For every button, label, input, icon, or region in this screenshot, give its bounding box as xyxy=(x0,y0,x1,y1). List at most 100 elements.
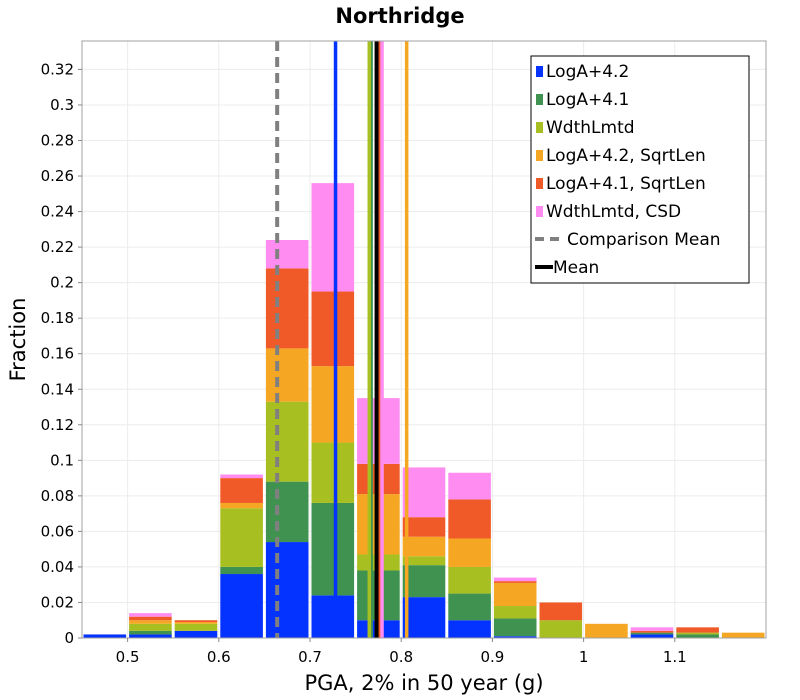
bar-segment xyxy=(493,577,537,582)
bar-segment xyxy=(311,366,355,443)
x-tick-label: 1 xyxy=(579,648,589,666)
bar-segment xyxy=(448,472,491,500)
bar-segment xyxy=(402,536,446,557)
legend-label: Comparison Mean xyxy=(567,230,721,250)
y-tick-label: 0.06 xyxy=(41,522,74,540)
legend-swatch xyxy=(536,122,543,133)
bar-segment xyxy=(402,597,446,638)
bar-segment xyxy=(83,634,127,638)
bar-segment xyxy=(493,618,537,637)
bar-segment xyxy=(402,467,446,518)
legend-label: LogA+4.1 xyxy=(546,90,629,110)
legend-label: LogA+4.2 xyxy=(546,62,629,82)
legend: LogA+4.2 LogA+4.1 WdthLmtd LogA+4.2, SqrtLe… xyxy=(530,55,750,284)
y-tick-label: 0.3 xyxy=(50,96,74,114)
bar-segment xyxy=(630,627,674,631)
legend-label: WdthLmtd xyxy=(546,118,635,138)
bar-segment xyxy=(448,499,491,539)
x-tick-label: 0.9 xyxy=(480,648,504,666)
chart-title: Northridge xyxy=(335,4,464,28)
bar-segment xyxy=(174,620,218,623)
y-tick-label: 0 xyxy=(64,629,74,647)
y-tick-label: 0.1 xyxy=(50,451,74,469)
plot-frame xyxy=(81,40,767,639)
bar-segment xyxy=(220,508,263,567)
bar-segment xyxy=(129,630,172,635)
bar-segment xyxy=(539,602,583,621)
x-tick-label: 0.6 xyxy=(207,648,231,666)
y-tick-label: 0.32 xyxy=(41,60,74,78)
bar-segment xyxy=(448,538,491,567)
legend-label: WdthLmtd, CSD xyxy=(546,202,681,222)
x-tick-label: 0.7 xyxy=(298,648,322,666)
bar-segment xyxy=(448,593,491,621)
bar-segment xyxy=(311,502,355,596)
legend-label: Mean xyxy=(553,258,599,278)
bar-segment xyxy=(493,636,537,638)
bar-segment xyxy=(676,632,719,635)
bar-segment xyxy=(174,623,218,631)
bar-segment xyxy=(220,478,263,503)
bar-segment xyxy=(402,565,446,598)
x-tick-label: 0.8 xyxy=(389,648,413,666)
y-tick-label: 0.12 xyxy=(41,416,74,434)
y-tick-label: 0.16 xyxy=(41,345,74,363)
y-tick-label: 0.28 xyxy=(41,132,74,150)
y-tick-label: 0.2 xyxy=(50,274,74,292)
bar-segment xyxy=(265,481,309,543)
legend-swatch xyxy=(536,66,543,77)
bar-segment xyxy=(676,634,719,638)
bar-segment xyxy=(265,542,309,638)
bar-segment xyxy=(311,595,355,638)
legend-swatch xyxy=(536,94,543,105)
bar-segment xyxy=(311,291,355,367)
bar-segment xyxy=(220,474,263,479)
bar-segment xyxy=(129,623,172,631)
y-tick-label: 0.04 xyxy=(41,558,74,576)
bar-segment xyxy=(402,556,446,566)
bar-segment xyxy=(676,627,719,633)
y-tick-label: 0.22 xyxy=(41,238,74,256)
bar-segment xyxy=(129,613,172,617)
bar-segment xyxy=(585,623,628,638)
bar-segment xyxy=(265,401,309,482)
legend-label: LogA+4.1, SqrtLen xyxy=(546,174,706,194)
bar-segment xyxy=(630,634,674,638)
x-tick-label: 0.5 xyxy=(116,648,140,666)
y-axis-ticks: 0 0.02 0.04 0.06 0.08 0.1 0.12 0.14 0.16 0.18 0.2 0… xyxy=(41,60,82,647)
bar-segment xyxy=(220,502,263,509)
bar-segment xyxy=(721,632,765,638)
legend-label: LogA+4.2, SqrtLen xyxy=(546,146,706,166)
bar-segment xyxy=(448,566,491,594)
bar-segment xyxy=(630,630,674,633)
legend-swatch xyxy=(536,150,543,161)
bar-segment xyxy=(402,517,446,537)
x-axis-label: PGA, 2% in 50 year (g) xyxy=(304,671,543,695)
bar-segment xyxy=(539,620,583,638)
y-tick-label: 0.08 xyxy=(41,487,74,505)
y-tick-label: 0.02 xyxy=(41,593,74,611)
bar-segment xyxy=(448,620,491,638)
bar-segment xyxy=(174,630,218,638)
y-axis-label: Fraction xyxy=(6,298,30,382)
y-tick-label: 0.26 xyxy=(41,167,74,185)
bar-segment xyxy=(265,240,309,269)
bar-segment xyxy=(129,620,172,624)
bar-segment xyxy=(311,183,355,292)
x-tick-label: 1.1 xyxy=(663,648,687,666)
bars xyxy=(83,183,765,638)
bar-segment xyxy=(493,581,537,583)
legend-box xyxy=(530,55,750,284)
bar-segment xyxy=(220,574,263,638)
bar-segment xyxy=(129,616,172,621)
mean-lines xyxy=(275,41,409,638)
bar-segment xyxy=(129,634,172,638)
bar-segment xyxy=(493,606,537,619)
bar-segment xyxy=(265,348,309,402)
bar-segment xyxy=(265,268,309,349)
bar-segment xyxy=(493,582,537,607)
x-axis-ticks: 0.5 0.6 0.7 0.8 0.9 1 1.1 xyxy=(116,638,687,666)
legend-swatch xyxy=(536,178,543,189)
bar-segment xyxy=(311,442,355,503)
